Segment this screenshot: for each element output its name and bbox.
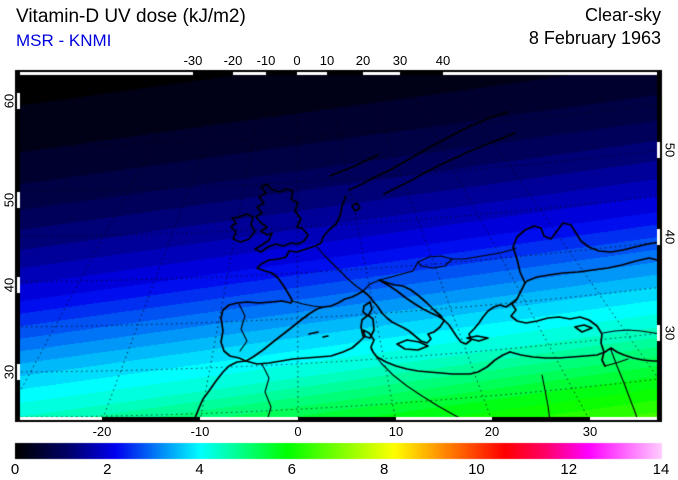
chart-title: Vitamin-D UV dose (kJ/m2) [16, 6, 246, 27]
lon-tick-label-top: 10 [319, 53, 335, 68]
lon-tick-label-bottom: 30 [582, 424, 598, 439]
lon-tick-label-top: 40 [435, 53, 451, 68]
condition-label: Clear-sky [584, 5, 661, 25]
colorbar-tick-label: 10 [468, 461, 485, 478]
colorbar-tick-label: 0 [10, 461, 20, 478]
lat-tick-label-right: 50 [662, 142, 678, 158]
lat-tick-label-left: 30 [1, 364, 17, 380]
colorbar-tick-label: 12 [560, 461, 578, 478]
colorbar-tick-label: 2 [103, 461, 112, 478]
lon-tick-label-top: -10 [256, 53, 276, 68]
lat-tick-label-right: 30 [662, 325, 678, 341]
lon-tick-label-top: -20 [223, 53, 243, 68]
colorbar-tick-label: 14 [652, 461, 670, 478]
colorbar-tick-label: 4 [195, 461, 204, 478]
lat-tick-label-left: 40 [1, 277, 17, 293]
lon-tick-label-bottom: -10 [190, 424, 210, 439]
lat-tick-label-right: 40 [662, 229, 678, 245]
date-label: 8 February 1963 [528, 28, 661, 48]
lat-tick-label-left: 50 [1, 192, 17, 208]
lon-tick-label-bottom: -20 [92, 424, 112, 439]
lon-tick-label-bottom: 0 [294, 424, 302, 439]
lon-tick-label-bottom: 10 [388, 424, 404, 439]
lon-tick-label-bottom: 20 [484, 424, 500, 439]
lon-tick-label-top: 0 [293, 53, 301, 68]
lon-tick-label-top: 30 [392, 53, 408, 68]
colorbar-tick-label: 8 [379, 461, 389, 478]
lat-tick-label-left: 60 [1, 93, 17, 109]
colorbar-tick-label: 6 [287, 461, 297, 478]
source-label: MSR - KNMI [16, 31, 112, 50]
lon-tick-label-top: 20 [355, 53, 371, 68]
lon-tick-label-top: -30 [183, 53, 203, 68]
